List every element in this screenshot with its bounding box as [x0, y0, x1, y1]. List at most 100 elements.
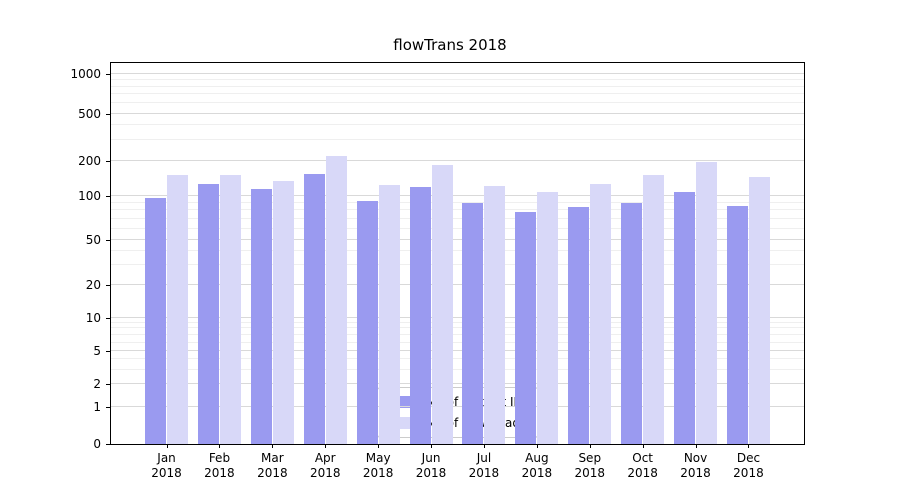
bar-downloads: [484, 185, 506, 444]
x-tick-label-month: Dec: [736, 451, 761, 465]
y-tick-mark: [106, 317, 110, 319]
bar-distinct-ips: [726, 205, 748, 444]
bar-distinct-ips: [409, 186, 431, 444]
x-tick-label: Oct 2018: [608, 451, 678, 481]
y-tick-label: 50: [85, 233, 101, 248]
x-tick-label: Nov 2018: [661, 451, 731, 481]
major-gridline: [111, 383, 804, 385]
y-tick-mark: [106, 113, 110, 115]
bar-distinct-ips: [462, 203, 484, 444]
x-tick-label-month: Mar: [261, 451, 284, 465]
bar-distinct-ips: [250, 189, 272, 444]
major-gridline: [111, 195, 804, 197]
y-tick-label: 20: [85, 277, 101, 292]
bar-downloads: [590, 183, 612, 444]
x-tick-label: Apr 2018: [290, 451, 360, 481]
bar-downloads: [696, 161, 718, 444]
x-tick-label-year: 2018: [574, 466, 606, 480]
bar-distinct-ips: [621, 203, 643, 444]
x-tick-label: Jan 2018: [132, 451, 202, 481]
y-tick-label: 200: [78, 153, 101, 168]
y-tick-label: 0: [93, 437, 101, 451]
minor-gridline: [111, 358, 804, 360]
x-tick-mark: [378, 444, 380, 448]
x-tick-label-year: 2018: [151, 466, 182, 480]
x-tick-mark: [272, 444, 274, 448]
minor-gridline: [111, 138, 804, 140]
x-tick-label: Mar 2018: [237, 451, 307, 481]
y-tick-label: 5: [93, 344, 101, 359]
bar-downloads: [219, 175, 241, 444]
x-tick-mark: [325, 444, 327, 448]
y-tick-mark: [106, 284, 110, 286]
x-tick-label: Jun 2018: [396, 451, 466, 481]
x-tick-mark: [431, 444, 433, 448]
x-tick-label: May 2018: [343, 451, 413, 481]
bar-distinct-ips: [568, 206, 590, 444]
y-tick-mark: [106, 74, 110, 76]
x-tick-label-month: Jul: [476, 451, 492, 465]
y-tick-mark: [106, 384, 110, 386]
minor-gridline: [111, 341, 804, 343]
minor-gridline: [111, 85, 804, 87]
y-tick-mark: [106, 240, 110, 242]
bar-distinct-ips: [515, 212, 537, 444]
x-tick-mark: [695, 444, 697, 448]
major-gridline: [111, 112, 804, 114]
x-tick-label-year: 2018: [521, 466, 553, 480]
bar-distinct-ips: [356, 200, 378, 444]
plot-area: Nb of distinct IPs Nb of downloads: [110, 62, 805, 445]
x-tick-label-month: Oct: [632, 451, 654, 465]
x-tick-mark: [589, 444, 591, 448]
major-gridline: [111, 239, 804, 241]
bar-downloads: [431, 165, 453, 444]
x-tick-label-month: May: [365, 451, 391, 465]
bar-downloads: [167, 175, 189, 444]
bar-distinct-ips: [674, 192, 696, 444]
y-tick-label: 1000: [70, 67, 101, 82]
major-gridline: [111, 316, 804, 318]
minor-gridline: [111, 250, 804, 252]
bar-downloads: [378, 184, 400, 444]
minor-gridline: [111, 217, 804, 219]
x-tick-label-month: Sep: [578, 451, 602, 465]
minor-gridline: [111, 202, 804, 204]
x-tick-label: Sep 2018: [555, 451, 625, 481]
x-tick-label: Aug 2018: [502, 451, 572, 481]
x-tick-label-month: Nov: [683, 451, 708, 465]
y-tick-label: 100: [78, 189, 101, 204]
minor-gridline: [111, 124, 804, 126]
minor-gridline: [111, 93, 804, 95]
y-tick-label: 10: [85, 310, 101, 325]
chart-title: flowTrans 2018: [393, 36, 507, 54]
y-tick-label: 1: [93, 400, 101, 415]
x-tick-label: Dec 2018: [713, 451, 783, 481]
bar-downloads: [272, 180, 294, 444]
bar-distinct-ips: [303, 174, 325, 444]
y-tick-mark: [106, 351, 110, 353]
x-tick-mark: [219, 444, 221, 448]
bar-distinct-ips: [197, 183, 219, 444]
x-tick-mark: [166, 444, 168, 448]
x-tick-label-month: Feb: [208, 451, 231, 465]
x-tick-label-year: 2018: [733, 466, 764, 480]
x-tick-label-month: Jan: [157, 451, 176, 465]
x-tick-label-year: 2018: [204, 466, 235, 480]
y-tick-label: 500: [78, 106, 101, 121]
x-tick-mark: [536, 444, 538, 448]
bar-distinct-ips: [145, 198, 167, 444]
x-tick-label-year: 2018: [415, 466, 447, 480]
x-tick-label-month: Apr: [314, 451, 336, 465]
minor-gridline: [111, 209, 804, 211]
x-tick-label-month: Jun: [421, 451, 441, 465]
minor-gridline: [111, 333, 804, 335]
x-tick-label: Feb 2018: [184, 451, 254, 481]
bar-downloads: [748, 177, 770, 444]
y-tick-mark: [106, 160, 110, 162]
minor-gridline: [111, 79, 804, 81]
x-tick-label-year: 2018: [468, 466, 500, 480]
major-gridline: [111, 406, 804, 408]
x-tick-label-year: 2018: [680, 466, 711, 480]
x-tick-mark: [748, 444, 750, 448]
